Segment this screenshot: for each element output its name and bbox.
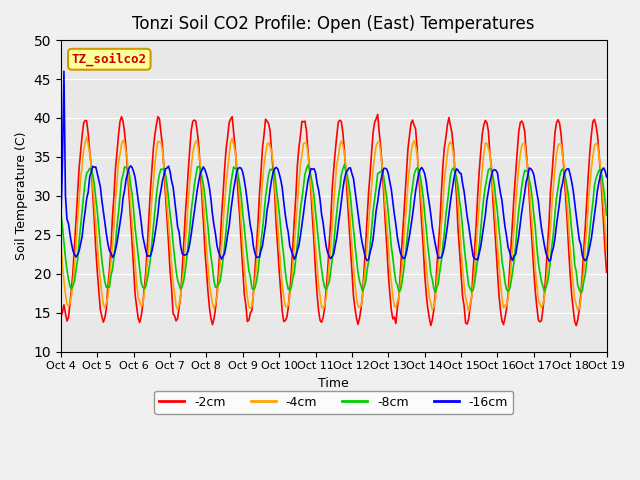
- -16cm: [369, 236, 377, 241]
- -8cm: [399, 269, 407, 275]
- -4cm: [603, 248, 611, 253]
- -16cm: [399, 256, 407, 262]
- -8cm: [369, 208, 377, 214]
- -2cm: [538, 318, 545, 324]
- Legend: -2cm, -4cm, -8cm, -16cm: -2cm, -4cm, -8cm, -16cm: [154, 391, 513, 414]
- -4cm: [539, 301, 547, 307]
- -16cm: [545, 258, 553, 264]
- -2cm: [399, 218, 407, 224]
- -16cm: [538, 225, 545, 230]
- -4cm: [57, 240, 65, 245]
- -8cm: [72, 266, 80, 272]
- -16cm: [160, 172, 168, 178]
- -2cm: [374, 111, 381, 117]
- -16cm: [387, 187, 395, 192]
- -8cm: [57, 210, 65, 216]
- -4cm: [465, 309, 472, 314]
- -8cm: [340, 162, 348, 168]
- -2cm: [572, 323, 580, 328]
- -16cm: [74, 252, 81, 258]
- -16cm: [57, 218, 65, 224]
- Title: Tonzi Soil CO2 Profile: Open (East) Temperatures: Tonzi Soil CO2 Profile: Open (East) Temp…: [132, 15, 535, 33]
- -8cm: [159, 167, 166, 172]
- X-axis label: Time: Time: [318, 377, 349, 390]
- -4cm: [369, 165, 377, 171]
- -2cm: [368, 149, 376, 155]
- -16cm: [603, 174, 611, 180]
- -2cm: [603, 269, 611, 275]
- Line: -2cm: -2cm: [61, 114, 607, 325]
- -2cm: [72, 217, 80, 223]
- -8cm: [603, 212, 611, 218]
- -8cm: [577, 290, 584, 296]
- Y-axis label: Soil Temperature (C): Soil Temperature (C): [15, 132, 28, 260]
- -2cm: [159, 143, 166, 149]
- -8cm: [538, 278, 545, 284]
- -4cm: [83, 134, 90, 140]
- -4cm: [160, 165, 168, 171]
- -16cm: [60, 68, 68, 74]
- -4cm: [387, 279, 395, 285]
- -2cm: [387, 307, 395, 313]
- Text: TZ_soilco2: TZ_soilco2: [72, 53, 147, 66]
- Line: -4cm: -4cm: [61, 137, 607, 312]
- Line: -16cm: -16cm: [61, 71, 607, 261]
- -4cm: [399, 245, 407, 251]
- Line: -8cm: -8cm: [61, 165, 607, 293]
- -4cm: [72, 241, 80, 247]
- -2cm: [57, 313, 65, 319]
- -8cm: [387, 244, 395, 250]
